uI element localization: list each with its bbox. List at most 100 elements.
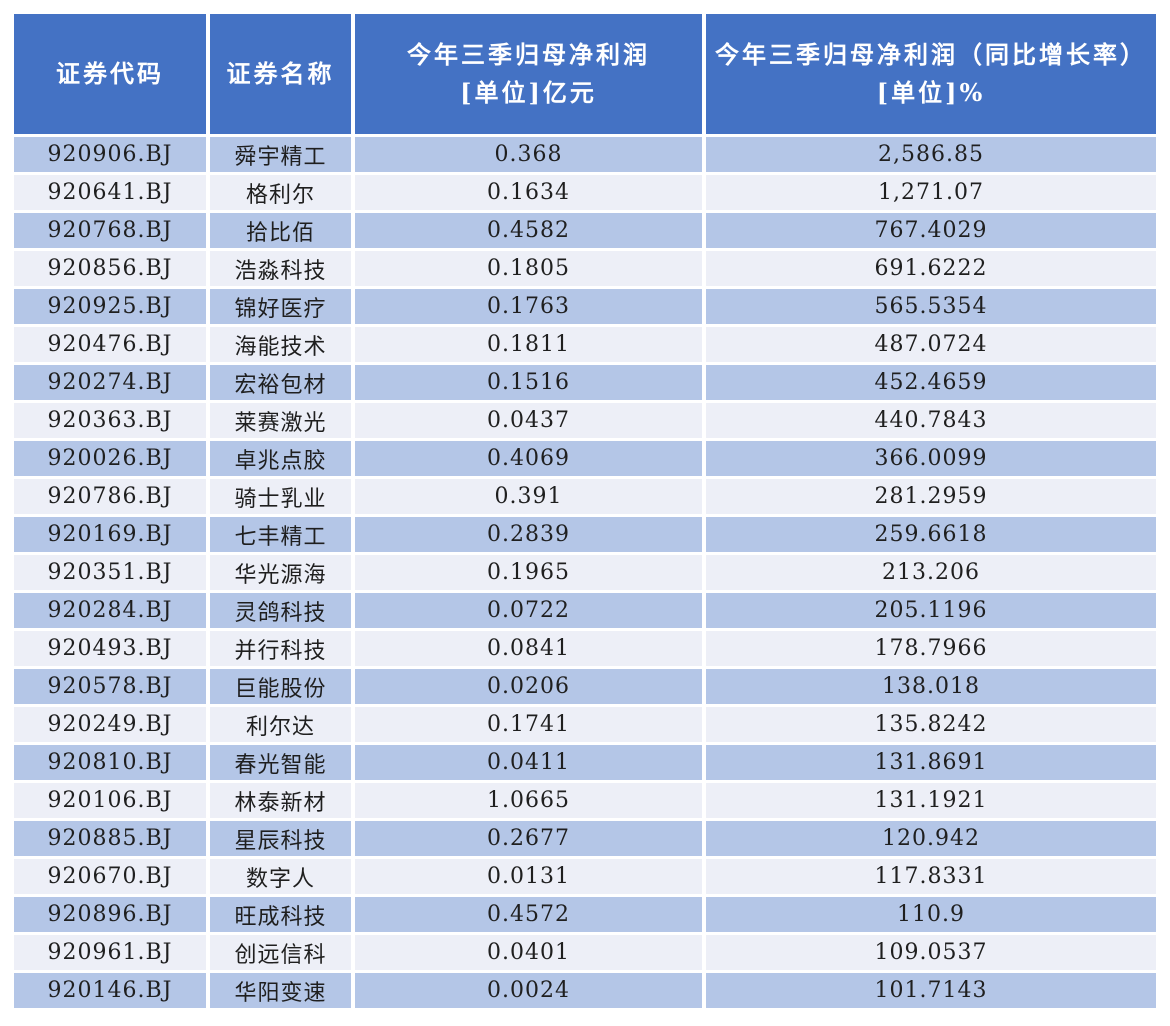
table-row: 920961.BJ 创远信科 0.0401 109.0537 — [14, 935, 1156, 970]
header-row: 证券代码 证券名称 今年三季归母净利润 [单位]亿元 今年三季归母净利润（同比增… — [14, 14, 1156, 134]
cell-security-code: 920906.BJ — [14, 137, 206, 172]
col-header-security-name: 证券名称 — [210, 14, 351, 134]
cell-security-name: 卓兆点胶 — [210, 441, 351, 476]
cell-q3-net-profit: 0.0401 — [355, 935, 702, 970]
cell-security-code: 920169.BJ — [14, 517, 206, 552]
cell-q3-net-profit: 0.2677 — [355, 821, 702, 856]
cell-yoy-growth-rate: 138.018 — [706, 669, 1156, 704]
table-row: 920906.BJ 舜宇精工 0.368 2,586.85 — [14, 137, 1156, 172]
cell-q3-net-profit: 0.1634 — [355, 175, 702, 210]
cell-security-code: 920476.BJ — [14, 327, 206, 362]
col-header-yoy-growth-rate: 今年三季归母净利润（同比增长率） [单位]% — [706, 14, 1156, 134]
cell-yoy-growth-rate: 2,586.85 — [706, 137, 1156, 172]
cell-yoy-growth-rate: 487.0724 — [706, 327, 1156, 362]
cell-yoy-growth-rate: 366.0099 — [706, 441, 1156, 476]
table-header: 证券代码 证券名称 今年三季归母净利润 [单位]亿元 今年三季归母净利润（同比增… — [14, 14, 1156, 134]
cell-security-name: 并行科技 — [210, 631, 351, 666]
cell-security-code: 920961.BJ — [14, 935, 206, 970]
cell-security-code: 920670.BJ — [14, 859, 206, 894]
cell-yoy-growth-rate: 131.1921 — [706, 783, 1156, 818]
table-row: 920896.BJ 旺成科技 0.4572 110.9 — [14, 897, 1156, 932]
cell-security-name: 七丰精工 — [210, 517, 351, 552]
cell-yoy-growth-rate: 109.0537 — [706, 935, 1156, 970]
cell-q3-net-profit: 0.4582 — [355, 213, 702, 248]
stock-profit-table: 证券代码 证券名称 今年三季归母净利润 [单位]亿元 今年三季归母净利润（同比增… — [10, 11, 1160, 1011]
cell-security-code: 920856.BJ — [14, 251, 206, 286]
cell-q3-net-profit: 0.1965 — [355, 555, 702, 590]
cell-security-name: 舜宇精工 — [210, 137, 351, 172]
table-row: 920274.BJ 宏裕包材 0.1516 452.4659 — [14, 365, 1156, 400]
table-body: 920906.BJ 舜宇精工 0.368 2,586.85 920641.BJ 格利尔 0.… — [14, 137, 1156, 1008]
cell-security-code: 920768.BJ — [14, 213, 206, 248]
table-row: 920925.BJ 锦好医疗 0.1763 565.5354 — [14, 289, 1156, 324]
cell-security-code: 920896.BJ — [14, 897, 206, 932]
cell-security-code: 920026.BJ — [14, 441, 206, 476]
col-header-q3-net-profit: 今年三季归母净利润 [单位]亿元 — [355, 14, 702, 134]
cell-security-name: 林泰新材 — [210, 783, 351, 818]
cell-yoy-growth-rate: 281.2959 — [706, 479, 1156, 514]
cell-security-code: 920351.BJ — [14, 555, 206, 590]
table-row: 920169.BJ 七丰精工 0.2839 259.6618 — [14, 517, 1156, 552]
cell-security-code: 920885.BJ — [14, 821, 206, 856]
cell-yoy-growth-rate: 767.4029 — [706, 213, 1156, 248]
cell-security-name: 锦好医疗 — [210, 289, 351, 324]
table-row: 920578.BJ 巨能股份 0.0206 138.018 — [14, 669, 1156, 704]
cell-security-code: 920786.BJ — [14, 479, 206, 514]
table-row: 920476.BJ 海能技术 0.1811 487.0724 — [14, 327, 1156, 362]
cell-q3-net-profit: 0.1805 — [355, 251, 702, 286]
cell-security-name: 灵鸽科技 — [210, 593, 351, 628]
cell-yoy-growth-rate: 452.4659 — [706, 365, 1156, 400]
cell-q3-net-profit: 0.2839 — [355, 517, 702, 552]
cell-security-name: 创远信科 — [210, 935, 351, 970]
cell-yoy-growth-rate: 101.7143 — [706, 973, 1156, 1008]
cell-security-name: 格利尔 — [210, 175, 351, 210]
table-row: 920146.BJ 华阳变速 0.0024 101.7143 — [14, 973, 1156, 1008]
cell-security-code: 920363.BJ — [14, 403, 206, 438]
cell-security-code: 920146.BJ — [14, 973, 206, 1008]
cell-yoy-growth-rate: 205.1196 — [706, 593, 1156, 628]
table-row: 920026.BJ 卓兆点胶 0.4069 366.0099 — [14, 441, 1156, 476]
cell-yoy-growth-rate: 691.6222 — [706, 251, 1156, 286]
cell-yoy-growth-rate: 440.7843 — [706, 403, 1156, 438]
cell-q3-net-profit: 0.1516 — [355, 365, 702, 400]
cell-q3-net-profit: 0.1811 — [355, 327, 702, 362]
cell-security-name: 浩淼科技 — [210, 251, 351, 286]
cell-q3-net-profit: 0.0206 — [355, 669, 702, 704]
cell-security-name: 海能技术 — [210, 327, 351, 362]
table-row: 920670.BJ 数字人 0.0131 117.8331 — [14, 859, 1156, 894]
cell-q3-net-profit: 0.4572 — [355, 897, 702, 932]
cell-q3-net-profit: 0.0841 — [355, 631, 702, 666]
cell-security-code: 920641.BJ — [14, 175, 206, 210]
cell-q3-net-profit: 0.368 — [355, 137, 702, 172]
cell-yoy-growth-rate: 135.8242 — [706, 707, 1156, 742]
cell-security-code: 920249.BJ — [14, 707, 206, 742]
cell-q3-net-profit: 0.0411 — [355, 745, 702, 780]
cell-q3-net-profit: 0.0131 — [355, 859, 702, 894]
cell-yoy-growth-rate: 178.7966 — [706, 631, 1156, 666]
cell-security-name: 拾比佰 — [210, 213, 351, 248]
cell-security-code: 920284.BJ — [14, 593, 206, 628]
cell-yoy-growth-rate: 259.6618 — [706, 517, 1156, 552]
cell-security-code: 920274.BJ — [14, 365, 206, 400]
cell-security-code: 920578.BJ — [14, 669, 206, 704]
cell-q3-net-profit: 0.1741 — [355, 707, 702, 742]
cell-security-name: 宏裕包材 — [210, 365, 351, 400]
cell-security-name: 莱赛激光 — [210, 403, 351, 438]
cell-security-code: 920106.BJ — [14, 783, 206, 818]
cell-security-code: 920493.BJ — [14, 631, 206, 666]
table-row: 920786.BJ 骑士乳业 0.391 281.2959 — [14, 479, 1156, 514]
cell-q3-net-profit: 0.0437 — [355, 403, 702, 438]
cell-q3-net-profit: 0.4069 — [355, 441, 702, 476]
table-row: 920856.BJ 浩淼科技 0.1805 691.6222 — [14, 251, 1156, 286]
cell-yoy-growth-rate: 213.206 — [706, 555, 1156, 590]
cell-security-name: 华光源海 — [210, 555, 351, 590]
table-row: 920284.BJ 灵鸽科技 0.0722 205.1196 — [14, 593, 1156, 628]
table-row: 920810.BJ 春光智能 0.0411 131.8691 — [14, 745, 1156, 780]
table-row: 920641.BJ 格利尔 0.1634 1,271.07 — [14, 175, 1156, 210]
cell-security-name: 华阳变速 — [210, 973, 351, 1008]
cell-yoy-growth-rate: 120.942 — [706, 821, 1156, 856]
table-row: 920768.BJ 拾比佰 0.4582 767.4029 — [14, 213, 1156, 248]
col-header-security-code: 证券代码 — [14, 14, 206, 134]
cell-security-name: 数字人 — [210, 859, 351, 894]
cell-security-code: 920925.BJ — [14, 289, 206, 324]
